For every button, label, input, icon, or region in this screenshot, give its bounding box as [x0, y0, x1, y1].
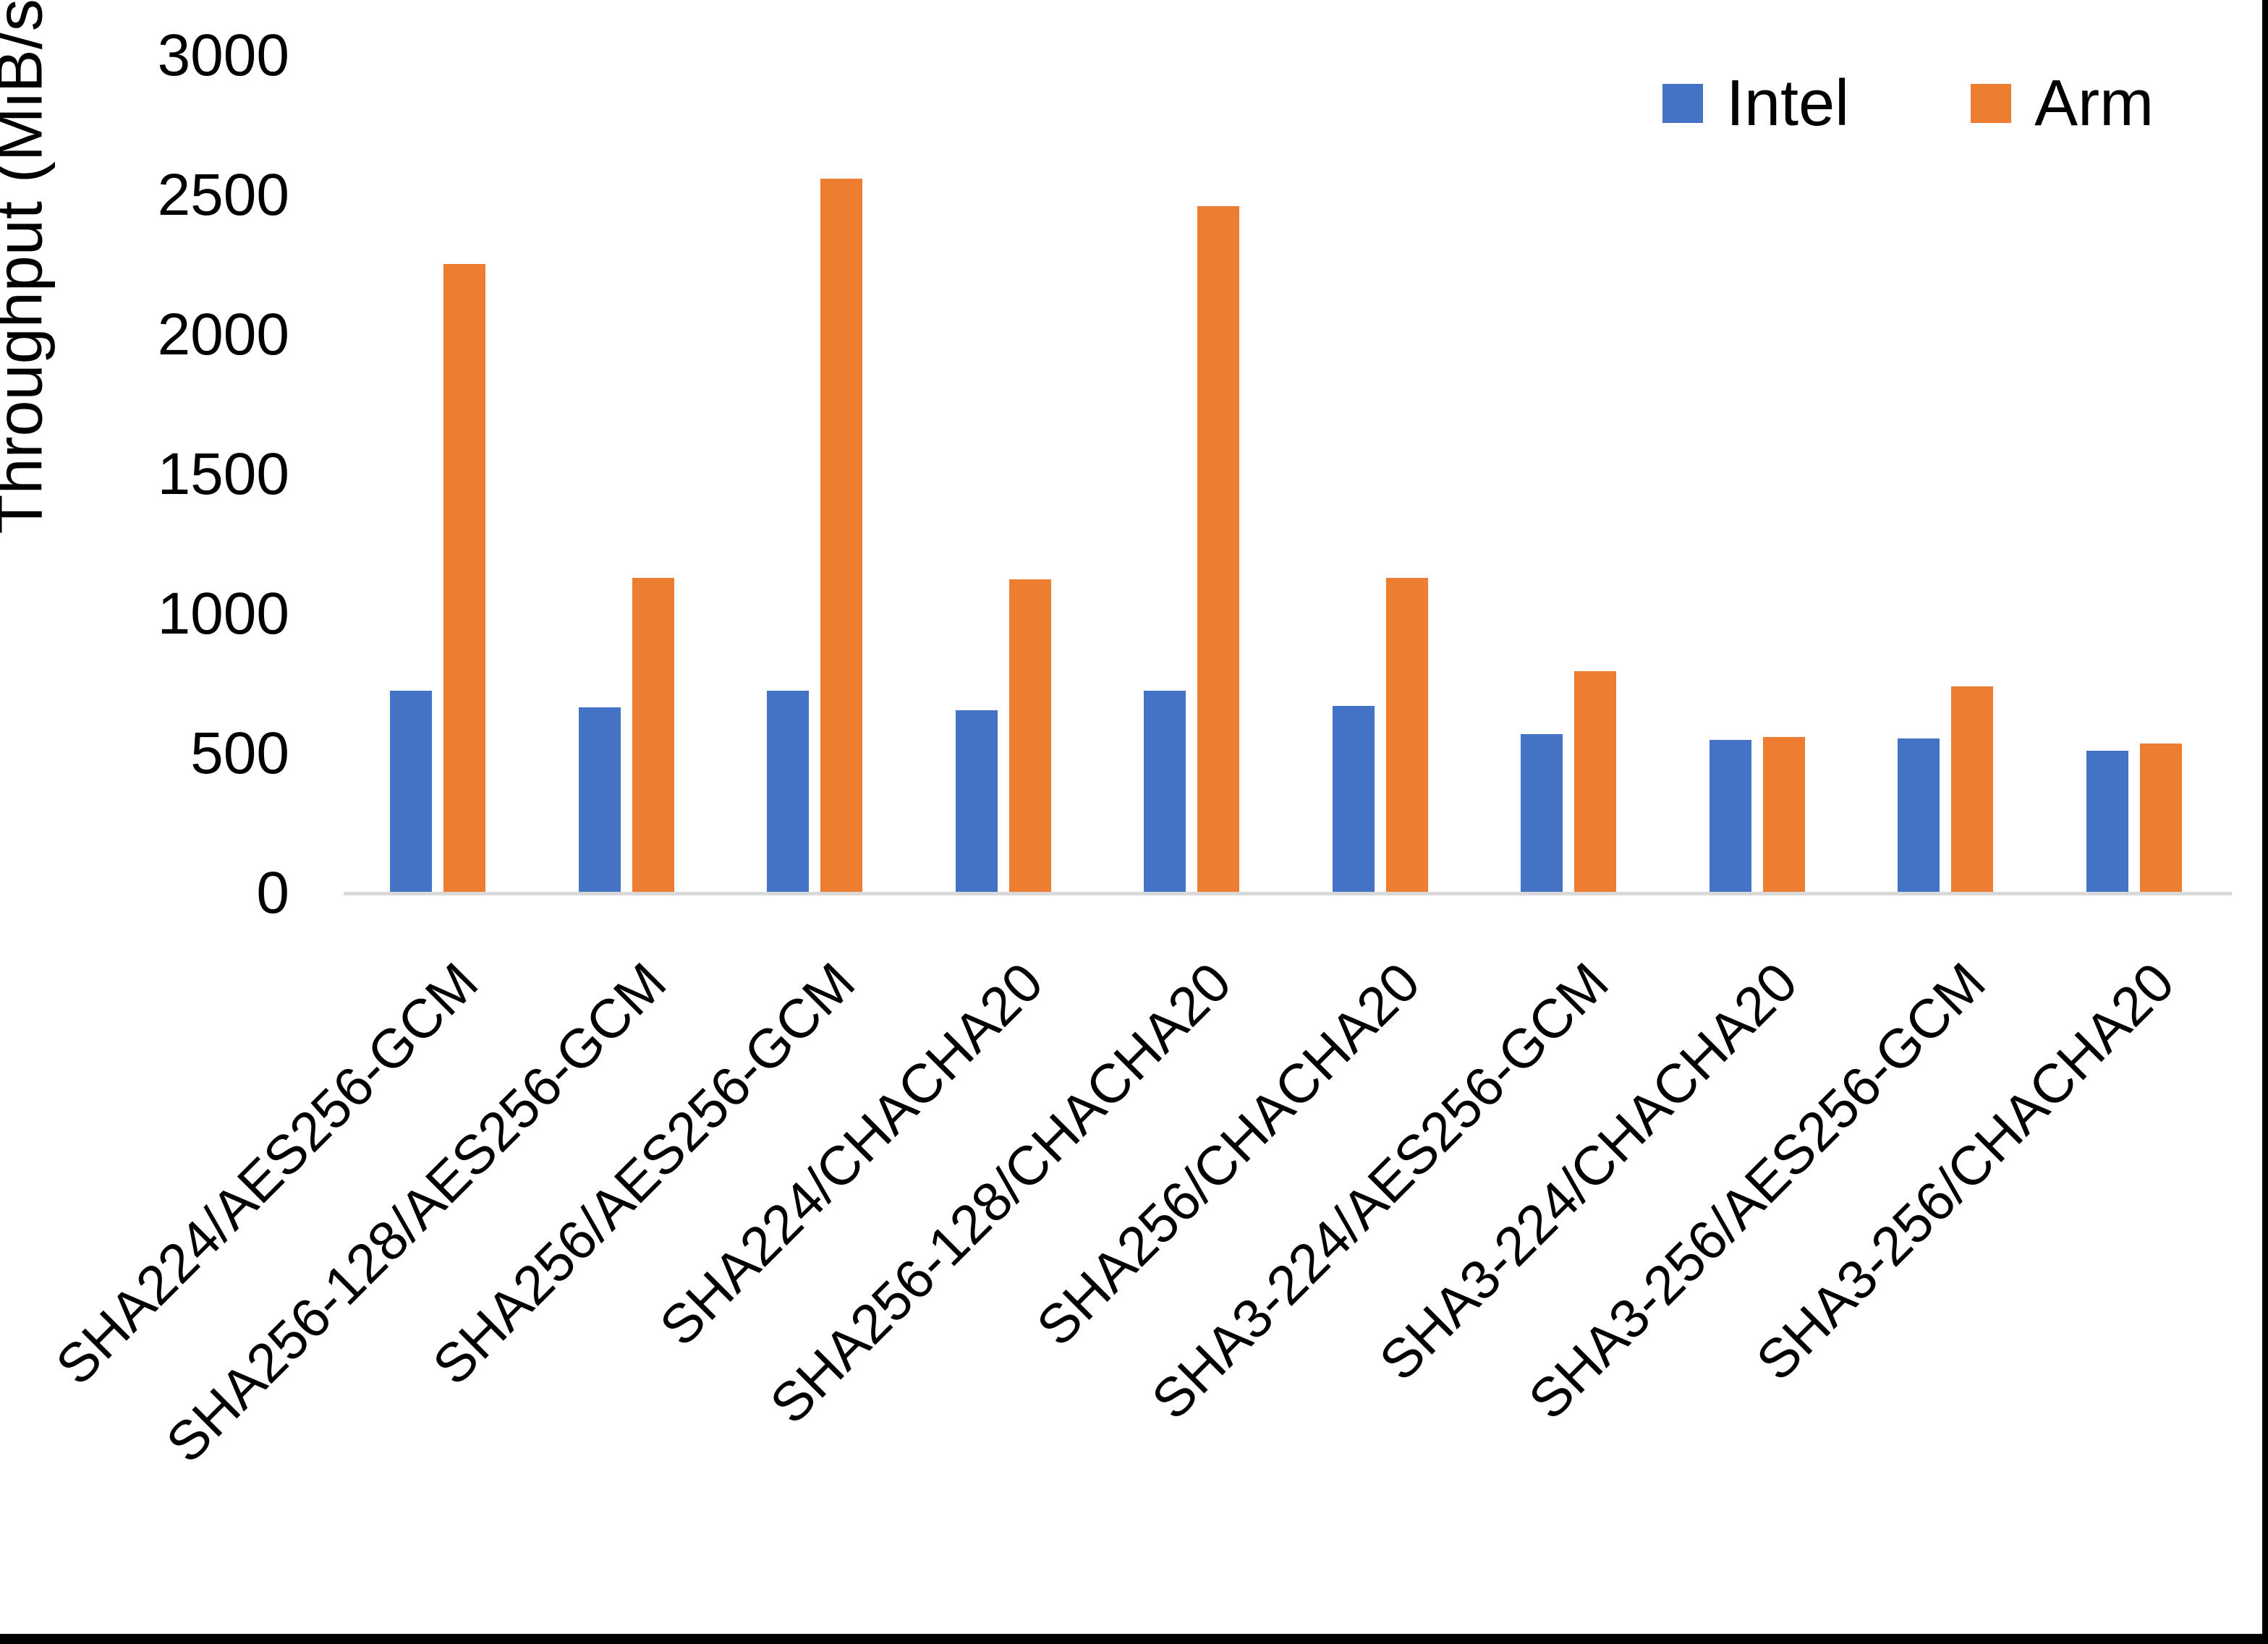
legend-item-intel: Intel: [1662, 71, 1849, 136]
bar-intel: [578, 707, 621, 892]
y-tick-label: 500: [190, 720, 289, 786]
bar-arm: [1762, 736, 1805, 892]
legend-label-arm: Arm: [2034, 67, 2154, 140]
bar-arm: [2139, 744, 2182, 892]
legend: Intel Arm: [1662, 71, 2154, 136]
legend-swatch-arm: [1971, 84, 2012, 123]
bar-arm: [1385, 577, 1428, 892]
y-tick-label: 2000: [157, 302, 289, 367]
x-category-label: SHA224/CHACHA20: [648, 951, 1056, 1358]
bar-intel: [955, 710, 998, 892]
bar-arm: [443, 263, 486, 892]
y-tick-label: 2500: [157, 162, 289, 228]
y-tick-label: 1000: [157, 581, 289, 647]
bar-intel: [390, 691, 433, 892]
bar-intel: [1898, 738, 1940, 892]
y-tick-label: 3000: [157, 22, 289, 88]
legend-item-arm: Arm: [1971, 71, 2154, 136]
bar-arm: [820, 178, 863, 892]
x-category-label: SHA256/CHACHA20: [1025, 951, 1432, 1358]
y-axis-title: Throughput (MiB/s): [0, 0, 56, 534]
bar-intel: [1709, 739, 1751, 892]
right-border: [2262, 0, 2268, 1644]
bar-arm: [1574, 671, 1617, 892]
bar-intel: [1521, 733, 1563, 892]
bar-arm: [1951, 686, 1994, 892]
bar-intel: [1332, 706, 1375, 892]
x-axis-line: [344, 892, 2232, 895]
y-tick-label: 0: [256, 860, 289, 926]
legend-label-intel: Intel: [1726, 67, 1850, 140]
bar-intel: [767, 691, 810, 892]
bottom-border: [0, 1634, 2268, 1644]
legend-swatch-intel: [1662, 84, 1703, 123]
bar-intel: [2086, 751, 2128, 892]
bar-arm: [632, 577, 674, 892]
bar-arm: [1197, 206, 1240, 892]
bar-intel: [1144, 691, 1186, 892]
y-tick-label: 1500: [157, 441, 289, 507]
bar-arm: [1008, 579, 1051, 892]
